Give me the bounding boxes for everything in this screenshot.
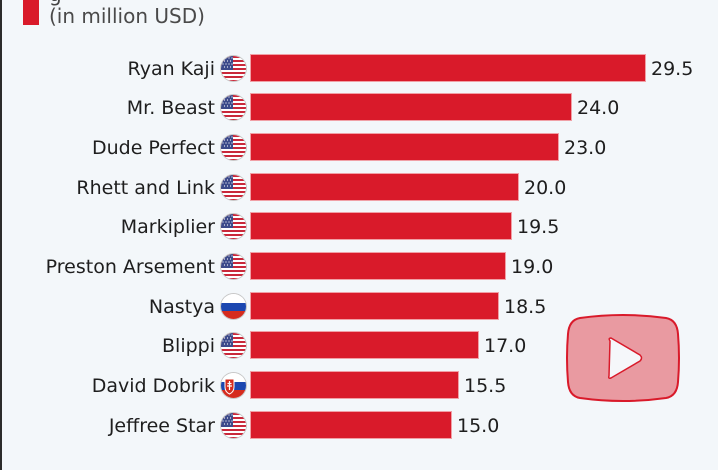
chart-row: Rhett and Link 20.0 bbox=[0, 174, 718, 202]
title-accent-bar bbox=[23, 0, 39, 25]
youtube-play-icon bbox=[566, 314, 680, 402]
bar bbox=[251, 213, 511, 239]
value-label: 24.0 bbox=[577, 97, 620, 119]
bar bbox=[251, 253, 505, 279]
us-flag-icon bbox=[221, 214, 246, 239]
left-border bbox=[0, 0, 2, 470]
category-label: Ryan Kaji bbox=[127, 58, 215, 80]
us-flag-icon bbox=[221, 95, 246, 120]
value-label: 18.5 bbox=[504, 296, 547, 318]
bar bbox=[251, 134, 558, 160]
russia-flag-icon bbox=[221, 294, 246, 319]
category-label: Dude Perfect bbox=[91, 137, 215, 159]
value-label: 20.0 bbox=[524, 177, 567, 199]
chart-row: David Dobrik 15.5 bbox=[0, 372, 718, 400]
chart-row: Jeffree Star 15.0 bbox=[0, 412, 718, 440]
bar bbox=[251, 94, 571, 120]
category-label: Markiplier bbox=[120, 216, 215, 238]
category-label: Rhett and Link bbox=[76, 177, 215, 199]
us-flag-icon bbox=[221, 254, 246, 279]
category-label: Blippi bbox=[162, 335, 215, 357]
bar bbox=[251, 412, 451, 438]
category-label: Mr. Beast bbox=[126, 97, 215, 119]
us-flag-icon bbox=[221, 333, 246, 358]
chart-row: Nastya 18.5 bbox=[0, 293, 718, 321]
chart-row: Dude Perfect 23.0 bbox=[0, 134, 718, 162]
category-label: David Dobrik bbox=[91, 375, 215, 397]
chart-row: Mr. Beast 24.0 bbox=[0, 94, 718, 122]
category-label: Jeffree Star bbox=[108, 415, 215, 437]
category-label: Nastya bbox=[148, 296, 215, 318]
chart-row: Preston Arsement 19.0 bbox=[0, 253, 718, 281]
value-label: 23.0 bbox=[564, 137, 607, 159]
us-flag-icon bbox=[221, 175, 246, 200]
category-label: Preston Arsement bbox=[45, 256, 215, 278]
chart-subtitle: (in million USD) bbox=[49, 4, 205, 28]
chart-row: Ryan Kaji 29.5 bbox=[0, 55, 718, 83]
value-label: 19.0 bbox=[511, 256, 554, 278]
value-label: 15.5 bbox=[464, 375, 507, 397]
value-label: 17.0 bbox=[484, 335, 527, 357]
value-label: 19.5 bbox=[517, 216, 560, 238]
value-label: 29.5 bbox=[651, 58, 694, 80]
bar bbox=[251, 372, 458, 398]
chart-row: Blippi 17.0 bbox=[0, 332, 718, 360]
bar bbox=[251, 293, 498, 319]
value-label: 15.0 bbox=[457, 415, 500, 437]
us-flag-icon bbox=[221, 56, 246, 81]
bar bbox=[251, 332, 478, 358]
slovakia-flag-icon bbox=[221, 373, 246, 398]
chart-title-fragment: g bbox=[49, 0, 62, 6]
us-flag-icon bbox=[221, 413, 246, 438]
bar bbox=[251, 55, 645, 81]
bar bbox=[251, 174, 518, 200]
us-flag-icon bbox=[221, 135, 246, 160]
chart-row: Markiplier 19.5 bbox=[0, 213, 718, 241]
